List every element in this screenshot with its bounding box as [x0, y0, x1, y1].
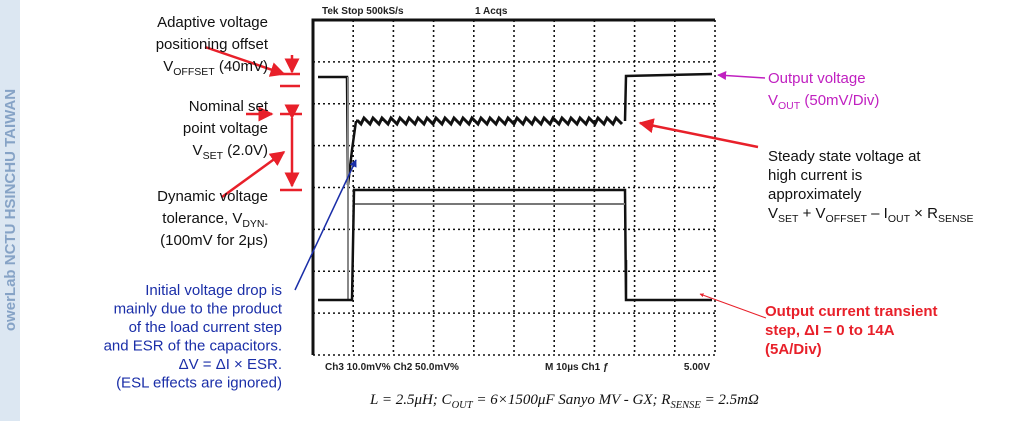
text-part: Output voltage — [768, 70, 866, 87]
text-part: (2.0V) — [223, 142, 268, 159]
annotation-line: approximately — [768, 186, 862, 203]
text-part: (40mV) — [215, 58, 268, 75]
subscript: OFFSET — [826, 213, 868, 225]
text-part: V — [163, 58, 173, 75]
annotation-line: Steady state voltage at — [768, 148, 921, 165]
annotation-line: step, ΔI = 0 to 14A — [765, 322, 895, 339]
vout-arrow — [718, 75, 765, 78]
annotation-line: point voltage — [183, 120, 268, 137]
text-part: Output current transient — [765, 303, 938, 320]
text-part: Nominal set — [189, 98, 269, 115]
subscript: SENSE — [938, 213, 974, 225]
annotation-line: Output voltage — [768, 70, 866, 87]
text-part: positioning offset — [156, 36, 269, 53]
text-part: Initial voltage drop is — [145, 282, 282, 299]
text-part: point voltage — [183, 120, 268, 137]
text-part: – I — [867, 205, 888, 222]
text-part: = 2.5mΩ — [701, 392, 759, 408]
text-part: (ESL effects are ignored) — [116, 375, 282, 392]
text-part: V — [768, 92, 778, 109]
scope-label: Ch3 10.0mV% Ch2 50.0mV% — [325, 362, 459, 373]
annotation-line: and ESR of the capacitors. — [104, 338, 282, 355]
watermark: owerLab NCTU HSINCHU TAIWAN — [2, 89, 19, 331]
annotation-line: VSET​ + VOFFSET​ – IOUT​ × RSENSE​ — [768, 205, 974, 225]
text-part: (50mV/Div) — [800, 92, 879, 109]
annotation-line: Adaptive voltage — [157, 14, 268, 31]
annotation-line: VOUT​ (50mV/Div) — [768, 92, 879, 112]
subscript: OUT — [452, 400, 474, 411]
text-part: tolerance, V — [162, 210, 242, 227]
subscript: OUT — [888, 213, 911, 225]
annotation-line: Output current transient — [765, 303, 938, 320]
oscilloscope — [313, 20, 715, 355]
subscript: OUT — [778, 100, 801, 112]
subscript: DYN- — [242, 218, 268, 230]
text-part: (5A/Div) — [765, 341, 822, 358]
text-part: step, ΔI = 0 to 14A — [765, 322, 895, 339]
text-part: × R — [910, 205, 938, 222]
annotation-line: of the load current step — [129, 319, 282, 336]
scope-label: 1 Acqs — [475, 6, 508, 17]
annotation-line: tolerance, VDYN-​ — [162, 210, 268, 230]
annotation-line: Dynamic voltage — [157, 188, 268, 205]
subscript: SET — [778, 213, 799, 225]
annotation-line: mainly due to the product — [114, 301, 283, 318]
text-part: Dynamic voltage — [157, 188, 268, 205]
vout-noise — [356, 118, 622, 124]
text-part: L = 2.5μH; C — [369, 392, 453, 408]
annotation-line: (ESL effects are ignored) — [116, 375, 282, 392]
vout-trace — [318, 74, 712, 185]
text-part: high current is — [768, 167, 862, 184]
subscript: SET — [203, 150, 224, 162]
text-part: = 6×1500μF Sanyo MV - GX; R — [473, 392, 671, 408]
annotation-line: L = 2.5μH; COUT​ = 6×1500μF Sanyo MV - G… — [369, 392, 759, 411]
text-part: of the load current step — [129, 319, 282, 336]
annotation-line: (5A/Div) — [765, 341, 822, 358]
annotation-line: VSET​ (2.0V) — [193, 142, 268, 162]
subscript: OFFSET — [173, 66, 215, 78]
figure: owerLab NCTU HSINCHU TAIWAN Tek Stop 500… — [0, 0, 1035, 421]
annotation-line: positioning offset — [156, 36, 269, 53]
steady-arrow — [640, 123, 758, 147]
text-part: V — [768, 205, 778, 222]
text-part: V — [193, 142, 203, 159]
annotation-line: ΔV = ΔI × ESR. — [179, 356, 282, 373]
text-part: approximately — [768, 186, 862, 203]
current-arrow — [700, 294, 766, 318]
annotation-line: Nominal set — [189, 98, 269, 115]
scope-label: 5.00V — [684, 362, 710, 373]
annotation-line: (100mV for 2μs) — [160, 232, 268, 249]
text-part: mainly due to the product — [114, 301, 283, 318]
scope-label: M 10µs Ch1 ƒ — [545, 362, 609, 373]
text-part: and ESR of the capacitors. — [104, 338, 282, 355]
annotation-line: Initial voltage drop is — [145, 282, 282, 299]
annotation-line: high current is — [768, 167, 862, 184]
annotation-line: VOFFSET​ (40mV) — [163, 58, 268, 78]
scope-label: Tek Stop 500kS/s — [322, 6, 404, 17]
drop-arrow — [295, 160, 356, 290]
text-part: (100mV for 2μs) — [160, 232, 268, 249]
subscript: SENSE — [670, 400, 701, 411]
text-part: Steady state voltage at — [768, 148, 921, 165]
text-part: ΔV = ΔI × ESR. — [179, 356, 282, 373]
current-trace — [318, 190, 712, 300]
text-part: + V — [798, 205, 825, 222]
text-part: Adaptive voltage — [157, 14, 268, 31]
